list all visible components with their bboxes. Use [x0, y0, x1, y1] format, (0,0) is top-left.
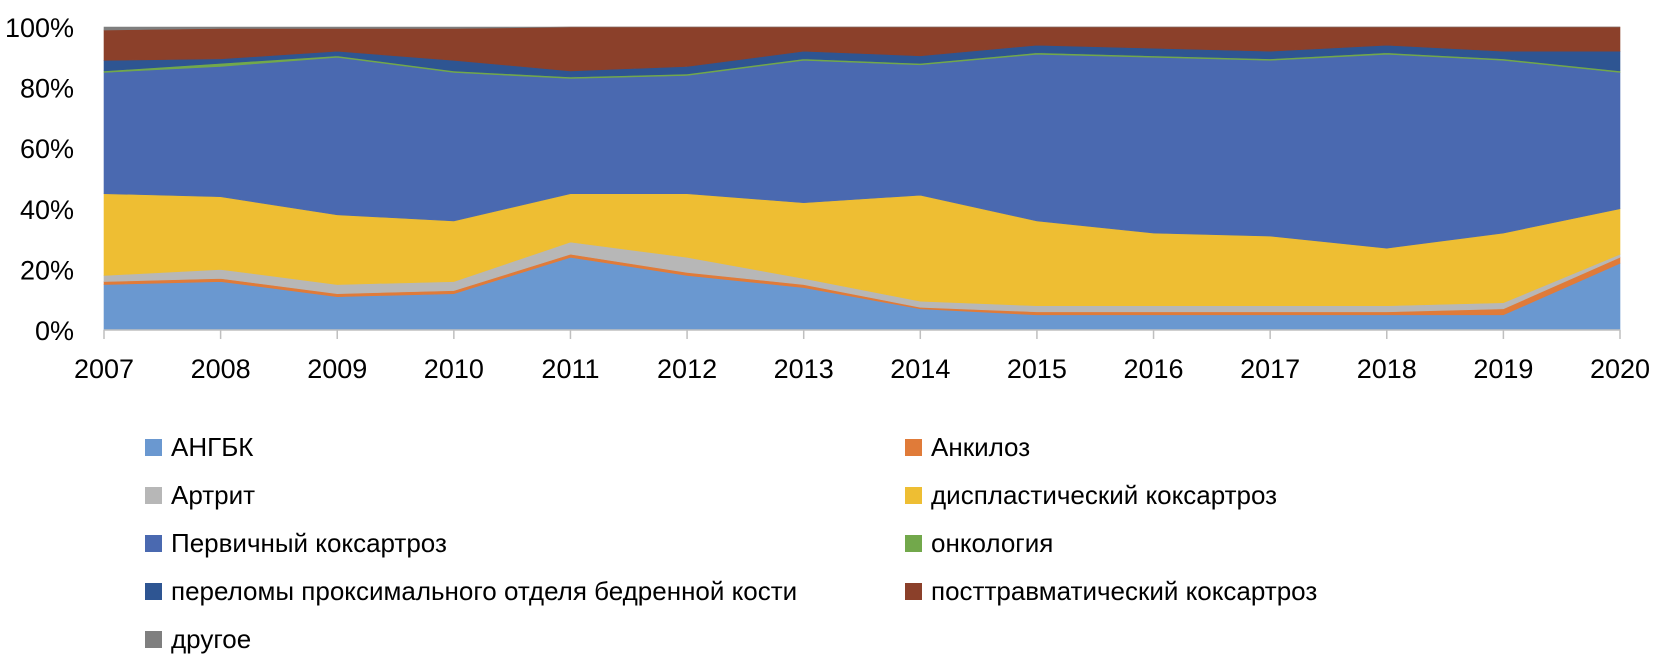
x-tick-label: 2007 — [74, 354, 134, 384]
legend-item: переломы проксимального отделя бедренной… — [145, 576, 905, 607]
legend-label: АНГБК — [171, 432, 254, 462]
legend-label: Артрит — [171, 480, 256, 510]
legend-label: другое — [171, 624, 252, 654]
x-tick-label: 2018 — [1357, 354, 1417, 384]
legend-label: посттравматический коксартроз — [931, 576, 1318, 606]
x-tick-label: 2009 — [307, 354, 367, 384]
legend-label: Анкилоз — [931, 432, 1031, 462]
x-tick-label: 2015 — [1007, 354, 1067, 384]
legend-item: диспластический коксартроз — [905, 480, 1605, 511]
y-tick-label: 0% — [35, 316, 74, 346]
x-tick-label: 2016 — [1123, 354, 1183, 384]
legend-item: онкология — [905, 528, 1605, 559]
legend-swatch — [145, 583, 162, 600]
legend-item: другое — [145, 624, 905, 655]
legend-swatch — [145, 487, 162, 504]
x-tick-label: 2011 — [541, 354, 599, 384]
y-tick-label: 20% — [20, 255, 74, 285]
y-tick-label: 60% — [20, 134, 74, 164]
x-tick-label: 2014 — [890, 354, 950, 384]
x-tick-label: 2013 — [774, 354, 834, 384]
legend-item: Первичный коксартроз — [145, 528, 905, 559]
legend-label: онкология — [931, 528, 1054, 558]
chart-legend: АНГБК Анкилоз Артрит диспластический коксар… — [145, 432, 1645, 655]
x-tick-label: 2010 — [424, 354, 484, 384]
y-tick-label: 100% — [5, 13, 74, 43]
legend-swatch — [145, 439, 162, 456]
x-tick-label: 2012 — [657, 354, 717, 384]
legend-swatch — [905, 439, 922, 456]
legend-label: переломы проксимального отделя бедренной… — [171, 576, 798, 606]
legend-swatch — [905, 487, 922, 504]
x-tick-label: 2008 — [191, 354, 251, 384]
legend-swatch — [145, 535, 162, 552]
legend-label: Первичный коксартроз — [171, 528, 447, 558]
legend-swatch — [905, 583, 922, 600]
legend-swatch — [905, 535, 922, 552]
legend-label: диспластический коксартроз — [931, 480, 1278, 510]
x-tick-label: 2019 — [1473, 354, 1533, 384]
x-tick-label: 2020 — [1590, 354, 1650, 384]
legend-item: АНГБК — [145, 432, 905, 463]
legend-item: Артрит — [145, 480, 905, 511]
y-tick-label: 80% — [20, 74, 74, 104]
area-series-9 — [103, 26, 1620, 31]
legend-swatch — [145, 631, 162, 648]
x-tick-label: 2017 — [1240, 354, 1300, 384]
legend-item: посттравматический коксартроз — [905, 576, 1605, 607]
y-tick-label: 40% — [20, 195, 74, 225]
legend-item: Анкилоз — [905, 432, 1605, 463]
